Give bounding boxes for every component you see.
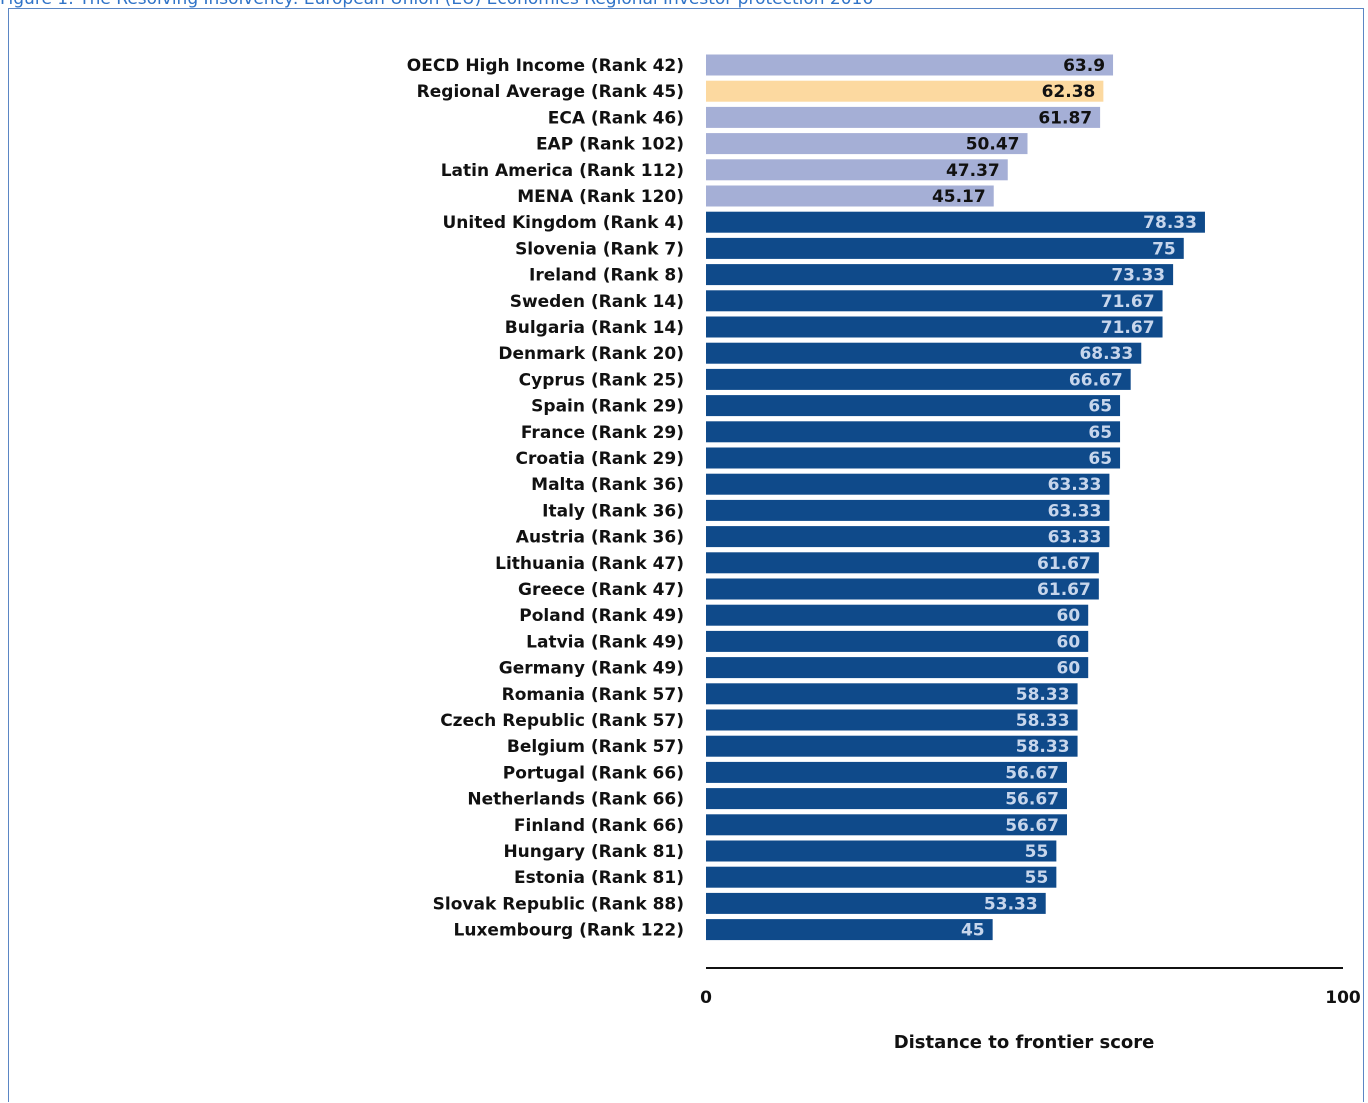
category-label: Spain (Rank 29) bbox=[531, 397, 684, 417]
category-label: Luxembourg (Rank 122) bbox=[454, 921, 684, 941]
bar-economy bbox=[706, 919, 993, 940]
category-label: Romania (Rank 57) bbox=[502, 685, 684, 705]
value-label: 58.33 bbox=[1016, 711, 1070, 731]
bar-economy bbox=[706, 867, 1056, 888]
category-label: Sweden (Rank 14) bbox=[510, 292, 684, 312]
bar-economy bbox=[706, 841, 1056, 862]
category-label: Czech Republic (Rank 57) bbox=[440, 711, 684, 731]
category-label: Finland (Rank 66) bbox=[514, 816, 684, 836]
category-label: Cyprus (Rank 25) bbox=[519, 370, 684, 390]
value-label: 71.67 bbox=[1101, 292, 1155, 312]
value-label: 60 bbox=[1057, 632, 1081, 652]
value-label: 55 bbox=[1025, 842, 1049, 862]
category-label: Poland (Rank 49) bbox=[519, 606, 684, 626]
value-label: 68.33 bbox=[1079, 344, 1133, 364]
bar-economy bbox=[706, 395, 1120, 416]
bar-economy bbox=[706, 369, 1131, 390]
value-label: 58.33 bbox=[1016, 685, 1070, 705]
bar-economy bbox=[706, 605, 1088, 626]
category-label: Croatia (Rank 29) bbox=[516, 449, 684, 469]
bar-economy bbox=[706, 448, 1120, 469]
category-labels-group: OECD High Income (Rank 42) Regional Avera… bbox=[407, 56, 684, 941]
category-label: Portugal (Rank 66) bbox=[503, 763, 684, 783]
bar-economy bbox=[706, 238, 1184, 259]
category-label: France (Rank 29) bbox=[521, 423, 684, 443]
category-label: Bulgaria (Rank 14) bbox=[505, 318, 684, 338]
value-label: 56.67 bbox=[1005, 790, 1059, 810]
value-label: 61.87 bbox=[1038, 108, 1092, 128]
value-label: 61.67 bbox=[1037, 580, 1091, 600]
category-label: Latvia (Rank 49) bbox=[526, 632, 684, 652]
value-label: 73.33 bbox=[1111, 266, 1165, 286]
value-label: 47.37 bbox=[946, 161, 1000, 181]
category-label: MENA (Rank 120) bbox=[517, 187, 684, 207]
category-label: Austria (Rank 36) bbox=[516, 528, 684, 548]
bar-economy bbox=[706, 631, 1088, 652]
category-label: Netherlands (Rank 66) bbox=[467, 790, 684, 810]
bar-benchmark bbox=[706, 55, 1113, 76]
value-label: 45.17 bbox=[932, 187, 986, 207]
x-tick-label-min: 0 bbox=[700, 988, 712, 1008]
category-label: Latin America (Rank 112) bbox=[441, 161, 684, 181]
category-label: Germany (Rank 49) bbox=[499, 659, 684, 679]
category-label: Lithuania (Rank 47) bbox=[495, 554, 684, 574]
category-label: Regional Average (Rank 45) bbox=[417, 82, 684, 102]
category-label: EAP (Rank 102) bbox=[536, 135, 684, 155]
value-label: 61.67 bbox=[1037, 554, 1091, 574]
bar-economy bbox=[706, 317, 1163, 338]
category-label: Malta (Rank 36) bbox=[531, 475, 684, 495]
bar-economy bbox=[706, 290, 1163, 311]
value-label: 65 bbox=[1088, 449, 1112, 469]
value-label: 56.67 bbox=[1005, 816, 1059, 836]
value-label: 58.33 bbox=[1016, 737, 1070, 757]
value-label: 63.9 bbox=[1063, 56, 1105, 76]
value-label: 60 bbox=[1057, 659, 1081, 679]
category-label: United Kingdom (Rank 4) bbox=[443, 213, 685, 233]
category-label: Greece (Rank 47) bbox=[518, 580, 684, 600]
value-label: 78.33 bbox=[1143, 213, 1197, 233]
value-label: 63.33 bbox=[1048, 475, 1102, 495]
category-label: Belgium (Rank 57) bbox=[507, 737, 684, 757]
category-label: Slovak Republic (Rank 88) bbox=[433, 894, 684, 914]
value-label: 71.67 bbox=[1101, 318, 1155, 338]
category-label: Slovenia (Rank 7) bbox=[515, 239, 684, 259]
category-label: Estonia (Rank 81) bbox=[514, 868, 684, 888]
bar-economy bbox=[706, 343, 1141, 364]
bar-economy bbox=[706, 657, 1088, 678]
bar-economy bbox=[706, 421, 1120, 442]
value-label: 45 bbox=[961, 921, 985, 941]
value-label: 53.33 bbox=[984, 894, 1038, 914]
bar-economy bbox=[706, 264, 1173, 285]
value-label: 65 bbox=[1088, 397, 1112, 417]
category-label: Hungary (Rank 81) bbox=[503, 842, 684, 862]
x-axis-title: Distance to frontier score bbox=[894, 1032, 1155, 1053]
value-label: 63.33 bbox=[1048, 528, 1102, 548]
category-label: OECD High Income (Rank 42) bbox=[407, 56, 684, 76]
category-label: Italy (Rank 36) bbox=[542, 501, 684, 521]
value-label: 65 bbox=[1088, 423, 1112, 443]
value-label: 62.38 bbox=[1042, 82, 1096, 102]
x-tick-label-max: 100 bbox=[1325, 988, 1361, 1008]
value-label: 56.67 bbox=[1005, 763, 1059, 783]
value-label: 66.67 bbox=[1069, 370, 1123, 390]
category-label: Ireland (Rank 8) bbox=[529, 266, 684, 286]
value-label: 50.47 bbox=[966, 135, 1020, 155]
category-label: Denmark (Rank 20) bbox=[498, 344, 684, 364]
category-label: ECA (Rank 46) bbox=[548, 108, 684, 128]
value-label: 63.33 bbox=[1048, 501, 1102, 521]
value-label: 55 bbox=[1025, 868, 1049, 888]
value-label: 60 bbox=[1057, 606, 1081, 626]
bar-economy bbox=[706, 212, 1205, 233]
value-label: 75 bbox=[1152, 239, 1176, 259]
